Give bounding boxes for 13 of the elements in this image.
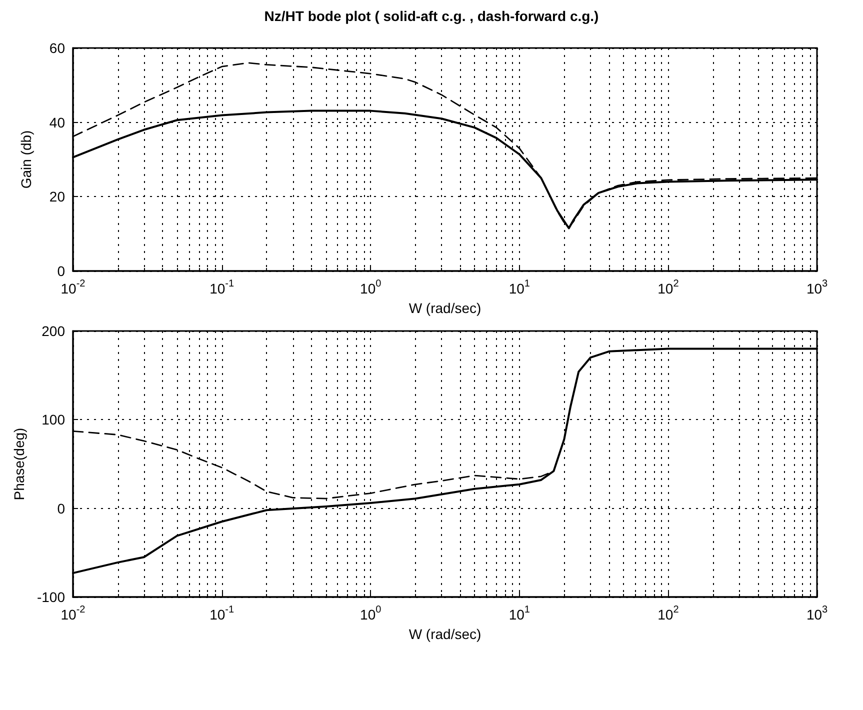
x-axis-title: W (rad/sec) <box>408 300 482 316</box>
y-tick-label: 100 <box>42 412 66 428</box>
y-tick-label: -100 <box>36 589 66 605</box>
y-tick-label: 0 <box>57 500 66 516</box>
y-tick-label: 0 <box>57 263 66 279</box>
y-tick-label: 60 <box>49 40 66 56</box>
chart-title: Nz/HT bode plot ( solid-aft c.g. , dash-forward c.g.) <box>264 8 599 24</box>
y-tick-label: 20 <box>49 188 66 205</box>
y-axis-title: Phase(deg) <box>11 428 28 500</box>
x-axis-title: W (rad/sec) <box>408 626 482 642</box>
y-axis-title: Gain (db) <box>18 130 34 189</box>
y-tick-label: 200 <box>42 323 66 339</box>
y-tick-label: 40 <box>49 114 66 130</box>
